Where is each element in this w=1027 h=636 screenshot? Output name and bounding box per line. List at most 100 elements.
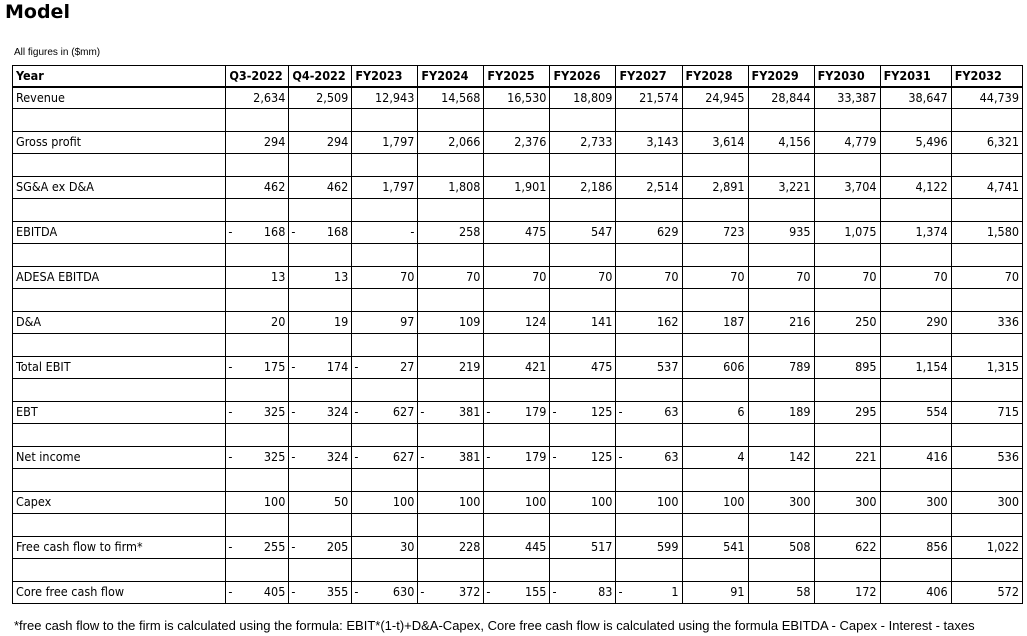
empty-cell — [879, 378, 952, 402]
negative-sign: - — [420, 449, 425, 464]
table-cell: 70 — [417, 266, 485, 289]
empty-cell — [549, 423, 617, 447]
negative-sign: - — [552, 404, 557, 419]
table-cell: 1,022 — [950, 536, 1024, 559]
cell-value: 20 — [271, 314, 286, 330]
empty-cell — [747, 333, 815, 357]
empty-cell — [813, 108, 881, 132]
table-cell: 462 — [288, 176, 353, 199]
cell-value: 1,022 — [986, 539, 1019, 555]
empty-cell — [225, 153, 290, 177]
cell-value: 3,143 — [646, 134, 679, 150]
table-cell: 58 — [747, 581, 815, 604]
table-cell: 70 — [681, 266, 749, 289]
cell-value: 83 — [598, 584, 613, 600]
empty-cell — [483, 243, 551, 267]
table-cell: 294 — [288, 131, 353, 154]
table-cell: 2,634 — [225, 86, 290, 109]
cell-value: 2,509 — [316, 89, 349, 105]
cell-value: 789 — [789, 359, 811, 375]
cell-value: 537 — [657, 359, 679, 375]
empty-cell — [351, 243, 419, 267]
cell-value: 630 — [392, 584, 415, 600]
table-cell: 300 — [813, 491, 881, 514]
table-cell: 70 — [351, 266, 419, 289]
cell-value: 6 — [737, 404, 745, 420]
empty-cell — [549, 378, 617, 402]
empty-cell — [483, 513, 551, 537]
table-cell: 258 — [417, 221, 485, 244]
table-cell: 554 — [879, 401, 952, 424]
empty-cell — [681, 108, 749, 132]
table-cell: 290 — [879, 311, 952, 334]
empty-cell — [879, 333, 952, 357]
cell-value: 475 — [591, 359, 613, 375]
cell-value: 216 — [789, 314, 811, 330]
cell-value: 30 — [400, 539, 415, 555]
table-cell: 789 — [747, 356, 815, 379]
table-cell: 70 — [549, 266, 617, 289]
table-cell: 406 — [879, 581, 952, 604]
cell-value: 300 — [997, 494, 1019, 510]
empty-cell — [225, 423, 290, 447]
spacer-row — [11, 108, 1024, 132]
cell-value: 462 — [263, 179, 286, 195]
spacer-row — [11, 468, 1024, 492]
cell-value: 44,739 — [979, 89, 1019, 105]
cell-value: 33,387 — [837, 89, 877, 105]
empty-cell — [879, 198, 952, 222]
cell-value: 100 — [657, 494, 679, 510]
cell-value: 205 — [326, 539, 349, 555]
column-header: Q4-2022 — [288, 65, 353, 88]
empty-cell — [681, 333, 749, 357]
cell-value: 2,514 — [646, 179, 679, 195]
table-cell: 416 — [879, 446, 952, 469]
table-cell: - 125 — [549, 446, 617, 469]
cell-value: 372 — [458, 584, 481, 600]
table-cell: 13 — [225, 266, 290, 289]
table-cell: 935 — [747, 221, 815, 244]
table-cell: 91 — [681, 581, 749, 604]
empty-cell — [483, 558, 551, 582]
cell-value: 3,221 — [778, 179, 811, 195]
cell-value: 141 — [591, 314, 613, 330]
cell-value: 70 — [796, 269, 811, 285]
negative-sign: - — [354, 449, 359, 464]
table-cell: - 83 — [549, 581, 617, 604]
cell-value: 856 — [926, 539, 948, 555]
table-cell: 572 — [950, 581, 1024, 604]
table-cell: 541 — [681, 536, 749, 559]
table-cell: - 325 — [225, 401, 290, 424]
empty-cell — [351, 153, 419, 177]
empty-cell — [417, 153, 485, 177]
row-label: D&A — [11, 311, 227, 334]
table-row: EBITDA -168-168-258 475 547 629 723 935 1,075 1,… — [11, 221, 1024, 244]
empty-cell — [483, 468, 551, 492]
table-cell: - 168 — [225, 221, 290, 244]
cell-value: 187 — [723, 314, 745, 330]
cell-value: 294 — [326, 134, 349, 150]
empty-cell — [225, 378, 290, 402]
table-cell: - 155 — [483, 581, 551, 604]
table-cell: 4,122 — [879, 176, 952, 199]
empty-cell — [950, 558, 1024, 582]
negative-sign: - — [486, 449, 491, 464]
cell-value: 1,797 — [382, 134, 415, 150]
empty-cell — [615, 333, 683, 357]
cell-value: 100 — [458, 494, 481, 510]
negative-sign: - — [420, 404, 425, 419]
table-row: ADESA EBITDA 13 13 70 70 70 70 70 70 70 70 70 70 — [11, 266, 1024, 289]
table-cell: 300 — [879, 491, 952, 514]
table-cell: 1,797 — [351, 131, 419, 154]
table-cell: 715 — [950, 401, 1024, 424]
empty-cell — [483, 288, 551, 312]
table-cell: 300 — [950, 491, 1024, 514]
column-header: FY2032 — [950, 65, 1024, 88]
cell-value: 554 — [926, 404, 948, 420]
table-cell: 2,066 — [417, 131, 485, 154]
negative-sign: - — [354, 404, 359, 419]
empty-cell — [288, 108, 353, 132]
table-cell: 547 — [549, 221, 617, 244]
empty-cell — [681, 468, 749, 492]
table-row: Free cash flow to firm* -255-205 30 228 445 5… — [11, 536, 1024, 559]
